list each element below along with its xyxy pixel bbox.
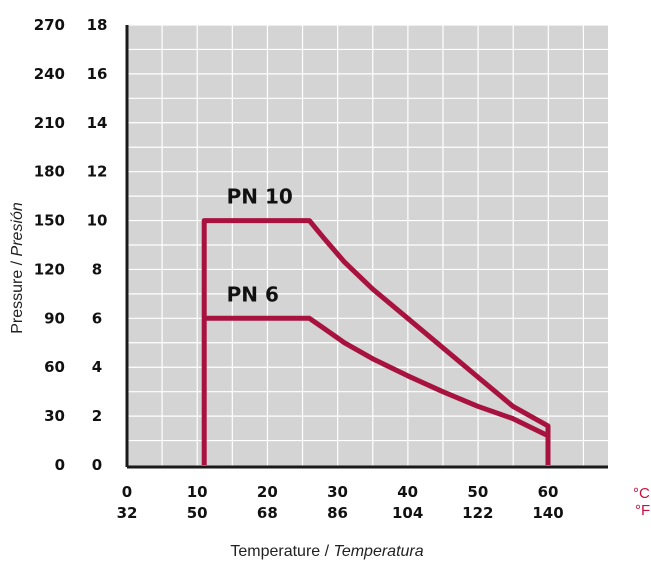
- x-tick-label-celsius: 20: [257, 483, 278, 501]
- x-tick-label-fahrenheit: 68: [257, 504, 278, 522]
- x-tick-label-celsius: 50: [467, 483, 488, 501]
- x-tick-label-celsius: 40: [397, 483, 418, 501]
- y-tick-label-psi: 30: [44, 407, 65, 425]
- x-axis-title-italic: Temperatura: [334, 543, 424, 560]
- y-tick-label-bar: 16: [87, 65, 108, 83]
- x-tick-label-fahrenheit: 104: [392, 504, 423, 522]
- x-tick-label-fahrenheit: 50: [187, 504, 208, 522]
- y-axis-title-main: Pressure /: [9, 256, 26, 333]
- y-tick-label-psi: 120: [34, 260, 65, 278]
- x-tick-label-fahrenheit: 122: [462, 504, 493, 522]
- y-tick-label-bar: 2: [92, 407, 102, 425]
- y-tick-label-psi: 0: [55, 456, 65, 474]
- x-tick-label-fahrenheit: 32: [117, 504, 138, 522]
- y-tick-label-bar: 18: [87, 16, 108, 34]
- grid-lines: [127, 24, 608, 467]
- x-tick-label-celsius: 60: [538, 483, 559, 501]
- x-tick-label-celsius: 10: [187, 483, 208, 501]
- x-tick-labels: 0 32 10 50 20 68 30 86 40 104 50 122 60 140: [117, 483, 564, 522]
- series-line-pn10: [201, 218, 551, 465]
- y-tick-label-bar: 0: [92, 456, 102, 474]
- x-tick-label-celsius: 0: [122, 483, 132, 501]
- y-tick-label-bar: 12: [87, 163, 108, 181]
- y-tick-label-psi: 180: [34, 163, 65, 181]
- y-tick-label-bar: 14: [87, 114, 108, 132]
- y-tick-label-psi: 240: [34, 65, 65, 83]
- series-labels: PN 10 PN 6: [227, 185, 293, 307]
- y-tick-label-bar: 8: [92, 260, 102, 278]
- unit-fahrenheit-label: °F: [635, 502, 650, 519]
- x-tick-label-fahrenheit: 140: [532, 504, 563, 522]
- plot-area: [127, 25, 608, 467]
- series-label-pn10: PN 10: [227, 185, 293, 209]
- x-axis-title: Temperature / Temperatura: [230, 543, 423, 560]
- y-tick-label-psi: 210: [34, 114, 65, 132]
- y-tick-labels: 0 0 30 2 60 4 90 6 120 8 150 10 180 12 210 14 240 16 270 18: [34, 16, 108, 474]
- unit-celsius-label: °C: [633, 485, 650, 502]
- x-tick-label-celsius: 30: [327, 483, 348, 501]
- axes: [125, 25, 608, 469]
- y-axis-title: Pressure / Presión: [9, 202, 26, 334]
- series-label-pn6: PN 6: [227, 282, 279, 306]
- y-tick-label-bar: 4: [92, 358, 102, 376]
- y-tick-label-psi: 150: [34, 212, 65, 230]
- y-axis-title-italic: Presión: [9, 202, 26, 256]
- x-axis-title-main: Temperature /: [230, 543, 333, 560]
- y-tick-label-bar: 6: [92, 309, 102, 327]
- y-tick-label-bar: 10: [87, 212, 108, 230]
- y-tick-label-psi: 90: [44, 309, 65, 327]
- y-tick-label-psi: 270: [34, 16, 65, 34]
- series-layer: [201, 218, 551, 465]
- y-tick-label-psi: 60: [44, 358, 65, 376]
- x-tick-label-fahrenheit: 86: [327, 504, 348, 522]
- series-line-pn6: [204, 315, 550, 438]
